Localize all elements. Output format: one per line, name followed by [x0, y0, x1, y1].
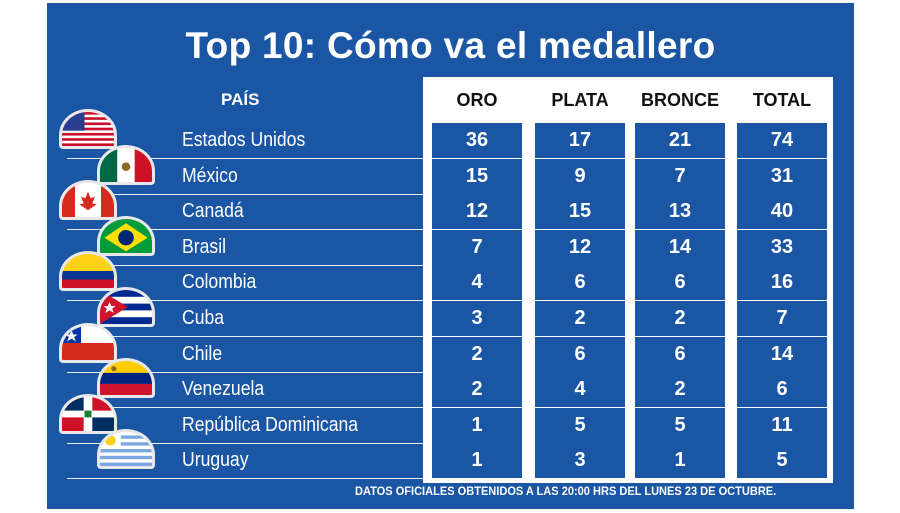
- cell-bronce: 2: [635, 301, 725, 336]
- cell-oro: 1: [432, 407, 522, 443]
- cuba-flag-icon: [97, 287, 155, 327]
- row-divider: [67, 264, 423, 266]
- country-name: Cuba: [182, 307, 225, 329]
- country-column-header: PAÍS: [221, 90, 260, 109]
- column-header-plata: PLATA: [551, 90, 609, 110]
- cell-oro: 2: [432, 372, 522, 408]
- row-divider: [67, 300, 423, 302]
- venezuela-flag-icon: [97, 358, 155, 399]
- medal-table-panel: Top 10: Cómo va el medallero PAÍS ORO PLA…: [47, 3, 854, 509]
- brazil-flag-icon: [97, 215, 155, 256]
- country-name: Venezuela: [182, 378, 265, 401]
- cell-plata: 9: [535, 158, 625, 194]
- chile-flag-icon: [59, 322, 117, 363]
- cell-bronce: 6: [635, 265, 725, 301]
- mexico-flag-icon: [97, 144, 155, 185]
- cell-oro: 7: [432, 229, 522, 265]
- cell-bronce: 6: [635, 336, 725, 372]
- row-divider: [67, 442, 423, 444]
- cell-bronce: 13: [635, 194, 725, 230]
- cell-total: 6: [737, 372, 827, 408]
- cell-oro: 1: [432, 443, 522, 479]
- country-name: Estados Unidos: [182, 129, 306, 151]
- cell-bronce: 14: [635, 229, 725, 265]
- cell-total: 40: [737, 194, 827, 230]
- cell-plata: 6: [535, 336, 625, 372]
- cell-plata: 2: [535, 301, 625, 336]
- column-header-total: TOTAL: [752, 90, 812, 110]
- cell-bronce: 1: [635, 443, 725, 479]
- row-divider: [67, 478, 423, 480]
- cell-oro: 12: [432, 194, 522, 230]
- cell-total: 11: [737, 407, 827, 443]
- cell-oro: 36: [432, 123, 522, 158]
- cell-total: 16: [737, 265, 827, 301]
- cell-plata: 17: [535, 123, 625, 158]
- row-divider: [67, 336, 423, 337]
- country-name: Uruguay: [182, 449, 249, 472]
- cell-total: 74: [737, 123, 827, 158]
- country-name: República Dominicana: [182, 413, 359, 436]
- country-name: Colombia: [182, 271, 257, 294]
- country-name: Canadá: [182, 200, 244, 223]
- cell-total: 14: [737, 336, 827, 372]
- cell-plata: 3: [535, 443, 625, 479]
- cell-plata: 6: [535, 265, 625, 301]
- row-divider: [67, 193, 423, 195]
- country-name: México: [182, 164, 238, 187]
- dominican-republic-flag-icon: [59, 393, 117, 434]
- canada-flag-icon: [59, 180, 117, 221]
- column-header-oro: ORO: [456, 90, 498, 110]
- cell-oro: 4: [432, 265, 522, 301]
- cell-oro: 2: [432, 336, 522, 372]
- country-name: Brasil: [182, 235, 227, 258]
- cell-plata: 4: [535, 372, 625, 408]
- cell-bronce: 21: [635, 123, 725, 158]
- cell-bronce: 5: [635, 407, 725, 443]
- column-header-bronce: BRONCE: [640, 90, 719, 110]
- cell-total: 31: [737, 158, 827, 194]
- cell-bronce: 7: [635, 158, 725, 194]
- row-divider: [67, 158, 423, 159]
- cell-plata: 12: [535, 229, 625, 265]
- uruguay-flag-icon: [97, 429, 155, 470]
- usa-flag-icon: [59, 109, 117, 149]
- footnote: DATOS OFICIALES OBTENIDOS A LAS 20:00 HR…: [355, 484, 777, 498]
- cell-oro: 15: [432, 158, 522, 194]
- row-divider: [67, 407, 423, 409]
- cell-total: 7: [737, 301, 827, 336]
- country-name: Chile: [182, 342, 223, 365]
- cell-bronce: 2: [635, 372, 725, 408]
- cell-total: 5: [737, 443, 827, 479]
- cell-plata: 15: [535, 194, 625, 230]
- cell-total: 33: [737, 229, 827, 265]
- row-divider: [67, 371, 423, 373]
- cell-plata: 5: [535, 407, 625, 443]
- row-divider: [67, 229, 423, 231]
- chart-title: Top 10: Cómo va el medallero: [185, 25, 716, 66]
- colombia-flag-icon: [59, 251, 117, 292]
- cell-oro: 3: [432, 301, 522, 336]
